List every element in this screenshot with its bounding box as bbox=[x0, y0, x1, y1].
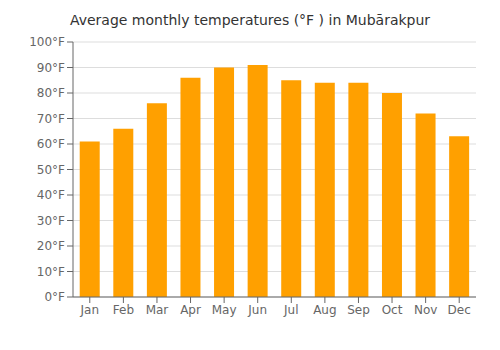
svg-text:Oct: Oct bbox=[382, 303, 403, 317]
svg-text:Apr: Apr bbox=[180, 303, 201, 317]
svg-text:0°F: 0°F bbox=[44, 290, 65, 304]
svg-text:Nov: Nov bbox=[414, 303, 437, 317]
svg-text:100°F: 100°F bbox=[29, 35, 65, 49]
svg-text:50°F: 50°F bbox=[37, 163, 65, 177]
svg-text:10°F: 10°F bbox=[37, 265, 65, 279]
svg-text:90°F: 90°F bbox=[37, 61, 65, 75]
svg-text:May: May bbox=[212, 303, 237, 317]
svg-text:40°F: 40°F bbox=[37, 188, 65, 202]
svg-text:80°F: 80°F bbox=[37, 86, 65, 100]
svg-text:Feb: Feb bbox=[113, 303, 134, 317]
svg-text:Aug: Aug bbox=[313, 303, 336, 317]
svg-text:Sep: Sep bbox=[347, 303, 370, 317]
svg-text:Mar: Mar bbox=[146, 303, 169, 317]
svg-text:Jun: Jun bbox=[247, 303, 267, 317]
svg-text:20°F: 20°F bbox=[37, 239, 65, 253]
html-text:Average monthly temperatures (: Average monthly temperatures (°F ) in Mu… bbox=[69, 12, 431, 28]
svg-text:30°F: 30°F bbox=[37, 214, 65, 228]
svg-text:Jul: Jul bbox=[283, 303, 298, 317]
svg-text:60°F: 60°F bbox=[37, 137, 65, 151]
svg-text:70°F: 70°F bbox=[37, 112, 65, 126]
svg-text:Dec: Dec bbox=[448, 303, 471, 317]
svg-text:Jan: Jan bbox=[80, 303, 100, 317]
